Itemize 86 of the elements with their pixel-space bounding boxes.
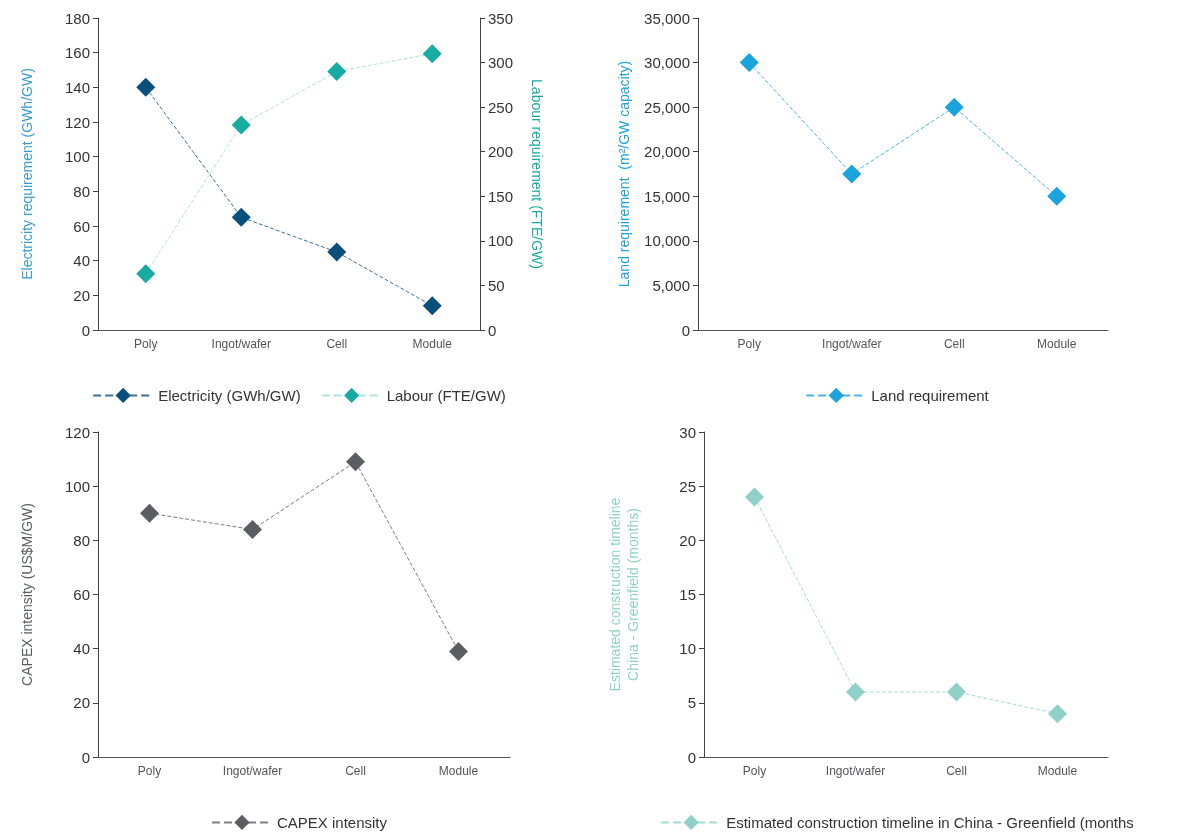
y2-tick-label: 200 [488,143,514,161]
point [745,487,764,507]
y2-tick-label: 150 [488,187,514,205]
y-tick-label: 100 [64,148,90,166]
point [1048,704,1067,724]
point [422,44,442,64]
point [231,207,251,227]
point [422,296,442,316]
y-tick-label: 120 [64,423,90,441]
point [136,264,156,284]
legend-label: Estimated construction timeline in China - Greenfield (months [726,813,1134,831]
x-tick-label: Ingot/wafer [211,337,271,351]
y-tick-label: 60 [73,217,90,235]
y-tick-label: 25 [679,477,696,495]
point [327,242,347,262]
x-tick-label: Poly [742,764,767,778]
y-tick-label: 30,000 [644,54,690,72]
point [327,61,347,81]
y-tick-label: 80 [73,182,90,200]
y-tick-label: 15,000 [644,187,690,205]
x-tick-label: Poly [737,337,761,351]
x-tick-label: Poly [134,337,158,351]
y-tick-label: 180 [64,9,90,27]
y2-tick-label: 100 [488,232,514,250]
y-tick-label: 35,000 [644,9,690,27]
y-tick-label: 160 [64,44,90,62]
point [846,682,865,702]
x-tick-label: Cell [326,337,348,351]
y-tick-label: 20 [679,531,696,549]
legend-label: CAPEX intensity [276,813,388,831]
y-tick-label: 15 [679,586,696,603]
point [739,53,759,73]
y2-tick-label: 300 [488,54,514,72]
y2-tick-label: 50 [488,276,505,294]
legend-label: Electricity (GWh/GW) [158,386,301,404]
y2-axis-title: Labour requirement (FTE/GW) [529,79,545,269]
y-tick-label: 40 [73,252,90,270]
legend-label: Land requirement [871,386,990,404]
y-tick-label: 0 [687,748,696,766]
x-tick-label: Module [412,337,453,351]
y-axis-title: CAPEX intensity (US$M/GW) [19,503,35,686]
y-tick-label: 20 [73,694,90,712]
point [842,164,862,184]
x-tick-label: Module [1037,764,1078,778]
y-tick-label: 30 [679,423,696,441]
y2-tick-label: 0 [488,321,497,339]
point [1047,186,1067,206]
y-tick-label: 20 [73,286,90,304]
x-tick-label: Module [1037,337,1077,351]
y-tick-label: 60 [73,586,90,603]
point [449,641,468,661]
y-tick-label: 120 [64,113,90,131]
legend-label: Labour (FTE/GW) [386,386,506,404]
y-tick-label: 25,000 [644,98,690,116]
x-tick-label: Cell [946,764,967,778]
y-tick-label: 0 [681,321,690,339]
x-tick-label: Ingot/wafer [822,337,882,351]
y-tick-label: 80 [73,531,90,549]
y-tick-label: 100 [64,477,90,495]
y-tick-label: 20,000 [644,143,690,161]
x-tick-label: Cell [345,764,366,778]
x-tick-label: Module [438,764,479,778]
y-tick-label: 0 [81,748,90,766]
y-axis-title: Electricity requirement (GWh/GW) [19,68,35,280]
x-tick-label: Ingot/wafer [222,764,283,778]
y-axis-title: Land requirement (m²/GW capacity) [616,60,633,288]
y2-tick-label: 350 [488,9,514,27]
point [243,520,262,539]
point [140,503,159,523]
point [346,452,365,472]
y-tick-label: 10,000 [644,232,690,250]
y-tick-label: 10 [679,640,696,658]
y-tick-label: 140 [64,78,90,96]
y-tick-label: 5 [687,694,696,712]
x-tick-label: Poly [137,764,162,778]
y-axis-title: Estimated construction timeline China - Greenfield (months) [607,497,641,692]
point [231,115,251,135]
x-tick-label: Ingot/wafer [825,764,886,778]
point [944,97,964,117]
point [136,77,156,97]
y-tick-label: 5,000 [652,276,690,294]
x-tick-label: Cell [943,337,965,351]
y-tick-label: 0 [81,321,90,339]
y2-tick-label: 250 [488,98,514,116]
y-tick-label: 40 [73,640,90,658]
point [947,682,966,702]
